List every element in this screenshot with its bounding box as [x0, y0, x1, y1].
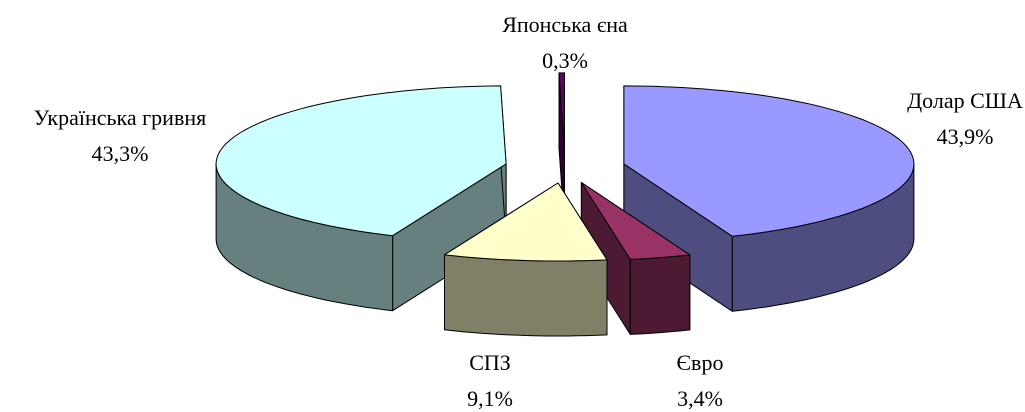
slice-value-label: 9,1% — [467, 386, 513, 411]
slice-value-label: 43,3% — [92, 141, 149, 166]
slice-label: Долар США — [907, 88, 1023, 113]
pie-slice — [444, 182, 608, 337]
slice-top — [558, 72, 565, 152]
pie-slice — [623, 85, 915, 312]
slice-value-label: 43,9% — [937, 124, 994, 149]
slice-top — [623, 85, 915, 237]
slice-value-label: 0,3% — [542, 48, 588, 73]
slice-value-label: 3,4% — [677, 386, 723, 411]
slice-label: Українська гривня — [34, 105, 206, 130]
slice-top — [444, 182, 608, 262]
pie-slice — [215, 85, 507, 312]
pie-slice — [580, 182, 691, 335]
slice-label: Японська єна — [502, 12, 628, 37]
slice-top — [215, 85, 507, 237]
slice-outer-wall — [629, 254, 691, 335]
slice-label: СПЗ — [469, 350, 511, 375]
slice-top — [580, 182, 691, 260]
pie-slice — [558, 72, 565, 227]
slice-label: Євро — [677, 350, 724, 375]
slice-outer-wall — [444, 254, 608, 337]
